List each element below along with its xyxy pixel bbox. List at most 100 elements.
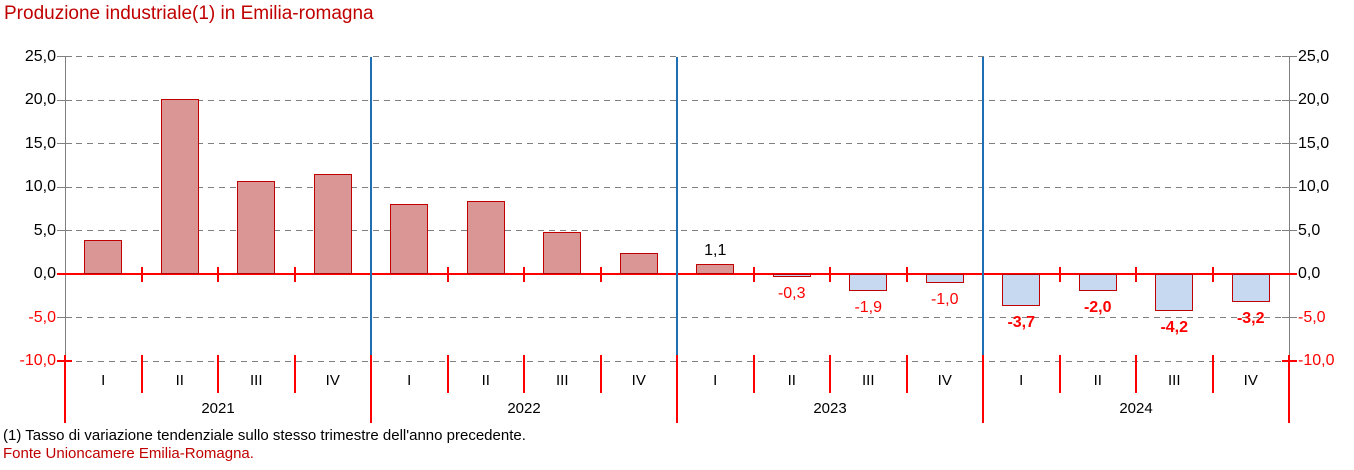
quarter-tick: [523, 267, 525, 282]
chart-title: Produzione industriale(1) in Emilia-roma…: [4, 3, 374, 24]
x-label-quarter: IV: [1243, 372, 1258, 389]
quarter-tick: [140, 355, 143, 393]
quarter-tick: [140, 267, 143, 282]
year-separator-tick: [1288, 355, 1290, 423]
quarter-tick: [217, 355, 219, 393]
quarter-tick: [1135, 267, 1137, 282]
bar-2022-IV: [619, 253, 658, 274]
y-tick-label: 10,0: [1298, 178, 1330, 195]
quarter-tick: [1135, 355, 1137, 393]
bar-2023-IV: [925, 274, 964, 283]
x-label-quarter: II: [787, 372, 796, 389]
quarter-tick: [1211, 267, 1214, 282]
y-tick-label: 25,0: [24, 47, 56, 65]
x-label-quarter: II: [1093, 372, 1102, 389]
x-label-quarter: IV: [631, 372, 646, 389]
y-tick-label: -5,0: [28, 308, 56, 326]
bar-label: -3,2: [1236, 309, 1265, 327]
year-separator-tick: [982, 355, 984, 423]
y-axis-tick: [1282, 99, 1297, 101]
y-tick-label: -10,0: [19, 352, 56, 369]
year-separator-tick: [676, 355, 678, 423]
x-label-quarter: II: [481, 372, 490, 389]
y-axis-line: [1288, 57, 1290, 358]
quarter-tick: [217, 267, 219, 282]
bar-2022-I: [390, 203, 429, 274]
quarter-tick: [905, 355, 908, 393]
bar-label: -4,2: [1160, 318, 1189, 336]
quarter-tick: [1211, 355, 1214, 393]
bar-2021-IV: [313, 173, 352, 274]
bar-2024-II: [1078, 274, 1117, 292]
year-separator-tick: [370, 355, 372, 423]
y-tick-label: 0,0: [33, 265, 56, 282]
year-separator-line: [370, 57, 372, 374]
y-axis-line: [64, 57, 66, 358]
y-axis-tick: [57, 56, 72, 57]
x-label-quarter: III: [249, 372, 263, 389]
bar-label: -2,0: [1083, 299, 1112, 317]
year-separator-tick: [64, 355, 66, 423]
y-tick-label: 10,0: [24, 178, 56, 195]
x-label-year: 2024: [1119, 400, 1153, 417]
x-label-year: 2021: [201, 400, 235, 417]
x-label-quarter: I: [101, 372, 106, 389]
bar-2024-III: [1155, 274, 1194, 311]
x-label-quarter: I: [407, 372, 412, 389]
y-tick-label: -5,0: [1298, 308, 1326, 326]
footnote-text: (1) Tasso di variazione tendenziale sull…: [3, 427, 526, 444]
x-label-quarter: II: [175, 372, 184, 389]
year-separator-line: [982, 57, 984, 374]
y-tick-label: 20,0: [1298, 91, 1330, 108]
quarter-tick: [829, 355, 831, 393]
x-label-quarter: I: [713, 372, 718, 389]
source-text: Fonte Unioncamere Emilia-Romagna.: [3, 445, 254, 462]
quarter-tick: [752, 267, 755, 282]
y-tick-label: 25,0: [1298, 47, 1330, 65]
y-tick-label: 5,0: [1298, 221, 1321, 239]
bar-2021-I: [84, 240, 123, 274]
quarter-tick: [446, 267, 449, 282]
quarter-tick: [905, 267, 908, 282]
quarter-tick: [1058, 267, 1061, 282]
bar-label: -1,9: [854, 298, 883, 316]
bar-2023-I: [696, 264, 735, 274]
quarter-tick: [1058, 355, 1061, 393]
bar-2021-III: [237, 180, 276, 274]
quarter-tick: [829, 267, 831, 282]
bar-2024-IV: [1231, 274, 1270, 302]
y-tick-label: 20,0: [24, 91, 56, 108]
x-label-quarter: IV: [325, 372, 340, 389]
year-separator-line: [676, 57, 678, 374]
bar-2022-III: [543, 232, 582, 274]
bar-2021-II: [160, 99, 199, 274]
gridline: [65, 56, 1289, 57]
quarter-tick: [293, 267, 296, 282]
x-label-quarter: III: [1167, 372, 1181, 389]
bar-label: -3,7: [1007, 314, 1036, 332]
y-axis-tick: [1282, 230, 1297, 231]
bar-label: -1,0: [930, 290, 959, 308]
x-label-year: 2022: [507, 400, 541, 417]
bar-label: 1,1: [704, 242, 727, 260]
quarter-tick: [293, 355, 296, 393]
y-tick-label: 0,0: [1298, 265, 1321, 282]
y-tick-label: -10,0: [1298, 352, 1335, 369]
y-axis-tick: [1282, 56, 1297, 57]
bar-2023-III: [849, 274, 888, 291]
quarter-tick: [446, 355, 449, 393]
quarter-tick: [523, 355, 525, 393]
bar-2022-II: [466, 200, 505, 274]
quarter-tick: [599, 355, 602, 393]
bar-2024-I: [1002, 274, 1041, 307]
bar-label: -0,3: [777, 284, 806, 302]
y-tick-label: 15,0: [1298, 134, 1330, 152]
x-label-quarter: IV: [937, 372, 952, 389]
y-axis-tick: [1282, 186, 1297, 188]
bar-2023-II: [772, 274, 811, 277]
x-label-year: 2023: [813, 400, 847, 417]
quarter-tick: [599, 267, 602, 282]
y-tick-label: 5,0: [33, 221, 56, 239]
